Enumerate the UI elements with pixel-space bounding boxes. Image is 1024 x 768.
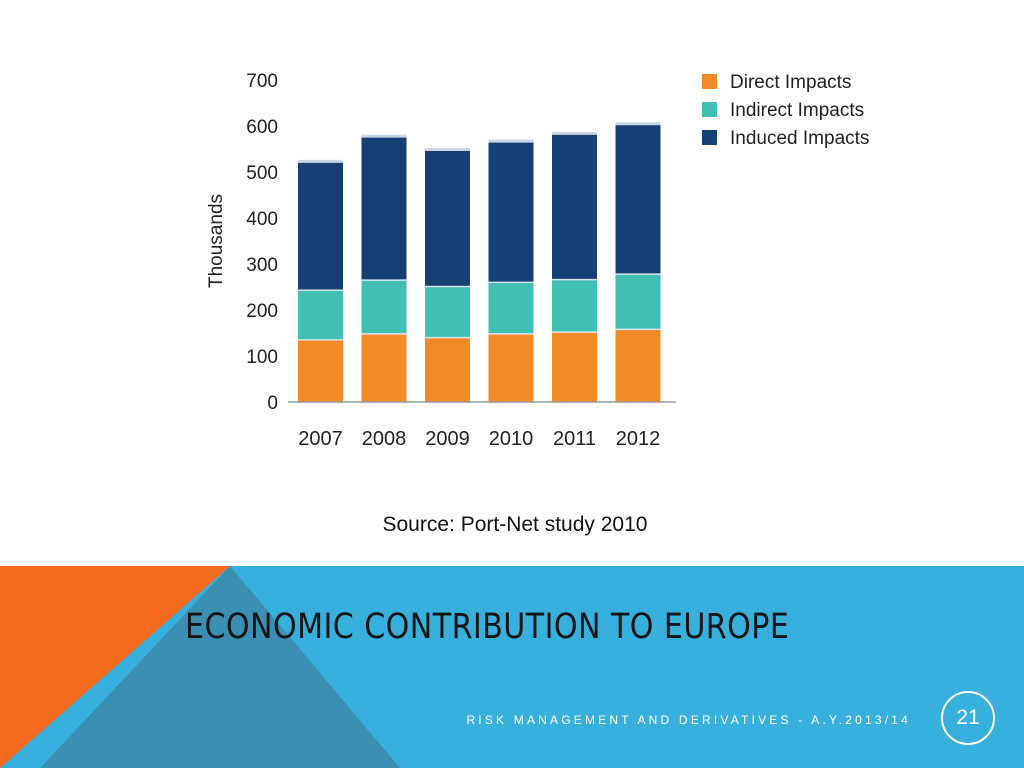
page-number: 21	[941, 691, 995, 745]
bar-segment	[488, 282, 534, 334]
y-tick-label: 200	[246, 301, 278, 322]
bar-segment	[298, 290, 343, 340]
bar-segment	[488, 141, 534, 283]
legend-label: Indirect Impacts	[730, 100, 864, 121]
legend-label: Induced Impacts	[730, 128, 869, 149]
x-tick-label: 2007	[298, 428, 343, 450]
bar-segment	[552, 279, 597, 333]
source-note: Source: Port-Net study 2010	[382, 513, 648, 536]
dark-triangle	[40, 566, 400, 768]
bar-segment	[425, 286, 470, 338]
footer-band	[0, 566, 1024, 768]
stacked-bar-chart: 0 100 200 300 400 500 600 700 Thousands 2007 2008 2…	[206, 71, 869, 450]
bar-segment	[298, 161, 343, 291]
bar-segment	[361, 136, 407, 281]
bar-segment	[298, 339, 343, 402]
bar-segment	[615, 329, 661, 402]
y-tick-label: 300	[246, 255, 278, 276]
bar-segment	[425, 337, 470, 402]
footer-decoration	[0, 566, 400, 768]
orange-triangle	[0, 566, 230, 768]
bar-segment	[361, 333, 407, 402]
legend-label: Direct Impacts	[730, 72, 851, 93]
y-axis-label: Thousands	[206, 194, 227, 288]
slide-title: ECONOMIC CONTRIBUTION TO EUROPE	[185, 607, 790, 647]
legend-swatch	[702, 102, 717, 117]
x-tick-label: 2010	[489, 428, 534, 450]
slide-subtitle: RISK MANAGEMENT AND DERIVATIVES - A.Y.20…	[466, 713, 911, 727]
y-tick-label: 600	[246, 117, 278, 138]
bar-segment	[425, 149, 470, 287]
bar-segment	[615, 123, 661, 275]
bar-segment	[552, 332, 597, 402]
legend-swatch	[702, 74, 717, 89]
x-tick-label: 2009	[425, 428, 470, 450]
legend-swatch	[702, 130, 717, 145]
y-tick-label: 400	[246, 209, 278, 230]
bar-segment	[488, 333, 534, 402]
y-tick-label: 700	[246, 71, 278, 92]
bar-segment	[615, 274, 661, 330]
bar-segment	[552, 133, 597, 280]
y-tick-label: 500	[246, 163, 278, 184]
x-tick-label: 2011	[553, 428, 596, 450]
y-tick-label: 0	[267, 393, 278, 414]
x-tick-label: 2008	[362, 428, 407, 450]
bar-segment	[361, 280, 407, 334]
x-tick-label: 2012	[616, 428, 661, 450]
y-tick-label: 100	[246, 347, 278, 368]
